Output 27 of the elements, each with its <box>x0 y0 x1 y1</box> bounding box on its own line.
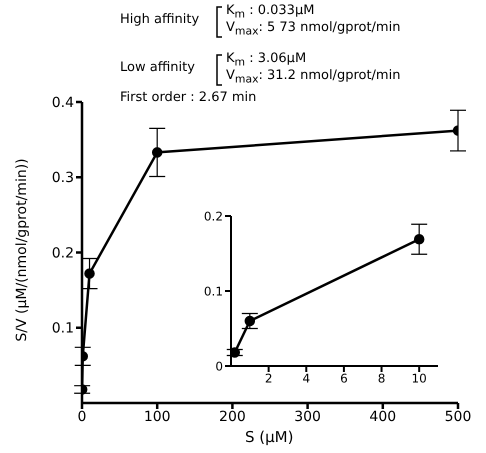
x-tick-label: 300 <box>294 408 321 425</box>
text: High affinity <box>120 12 200 27</box>
x-tick-label: 4 <box>302 372 310 386</box>
text: Low affinity <box>120 60 195 75</box>
y-tick-label: 0.2 <box>52 245 74 262</box>
text: K$_{m}$ : 3.06μM <box>226 51 306 69</box>
x-axis-title: S (μM) <box>245 428 294 446</box>
y-axis-title: S/V (μM/(nmol/gprot/min)) <box>14 158 30 342</box>
y-tick-label: 0.4 <box>52 94 74 111</box>
text: V$_{max}$: 31.2 nmol/gprot/min <box>226 68 400 86</box>
text: K$_{m}$ : 0.033μM <box>226 3 314 21</box>
y-tick-label: 0.1 <box>204 284 223 298</box>
x-tick-label: 2 <box>264 372 272 386</box>
x-tick-label: 10 <box>412 372 427 386</box>
y-tick-label: 0 <box>215 359 223 374</box>
x-tick-label: 8 <box>378 372 386 386</box>
x-tick-label: 200 <box>219 408 246 425</box>
x-tick-label: 0 <box>78 408 86 425</box>
y-tick-label: 0.3 <box>52 170 74 186</box>
x-tick-label: 400 <box>369 408 396 425</box>
y-tick-label: 0.1 <box>52 320 74 337</box>
x-tick-label: 6 <box>340 372 348 386</box>
text: V$_{max}$: 5 73 nmol/gprot/min <box>226 20 400 38</box>
y-tick-label: 0.2 <box>204 209 223 224</box>
x-tick-label: 500 <box>444 408 472 425</box>
annotation: First order : 2.67 min <box>120 90 256 105</box>
x-tick-label: 100 <box>144 408 171 425</box>
